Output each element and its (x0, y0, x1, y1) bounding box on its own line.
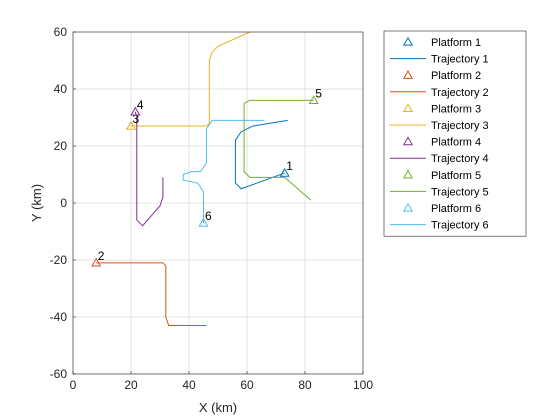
axis-ticks: 0 20 40 60 80 100 -60 -40 -20 0 20 40 60 (50, 25, 374, 392)
trajectory-line (234, 119, 288, 190)
platform-label: 5 (315, 86, 322, 100)
legend-label: Platform 1 (431, 37, 481, 49)
platform-marker (125, 120, 137, 130)
legend-marker (402, 36, 414, 46)
legend-marker (402, 169, 414, 179)
y-axis-title: Y (km) (29, 184, 44, 222)
platform-marker (130, 106, 141, 116)
trajectory-line (182, 119, 265, 223)
y-tick-label: 0 (60, 196, 67, 210)
legend: Platform 1 Trajectory 1 Platform 2 Trajecto… (383, 30, 527, 237)
x-tick-label: 40 (182, 378, 196, 392)
series-layer: 1 2 34 5 6 (91, 31, 322, 327)
legend-label: Platform 4 (431, 137, 481, 149)
trajectory-line (131, 31, 251, 127)
x-tick-label: 60 (240, 378, 254, 392)
trajectory-line (243, 99, 314, 201)
platform-marker (198, 217, 209, 227)
x-tick-label: 100 (353, 378, 373, 392)
platform-label: 2 (98, 249, 105, 263)
legend-marker (402, 103, 414, 113)
x-tick-label: 20 (124, 378, 138, 392)
legend-label: Platform 2 (431, 70, 481, 82)
legend-marker (402, 202, 414, 212)
legend-label: Trajectory 2 (431, 87, 489, 99)
y-tick-label: 40 (54, 82, 68, 96)
legend-label: Trajectory 4 (431, 153, 489, 165)
legend-box (383, 30, 527, 237)
legend-marker (402, 136, 414, 146)
platform-marker (91, 257, 102, 267)
y-tick-label: -60 (50, 367, 68, 381)
trajectory-line (134, 111, 164, 227)
y-tick-label: 60 (54, 25, 68, 39)
legend-label: Trajectory 1 (431, 54, 489, 66)
legend-marker (402, 69, 414, 79)
x-axis-title: X (km) (199, 400, 237, 415)
legend-label: Platform 3 (431, 103, 481, 115)
platform-marker (279, 167, 290, 177)
x-tick-label: 0 (70, 378, 77, 392)
legend-label: Trajectory 3 (431, 120, 489, 132)
trajectory-line (96, 262, 207, 327)
platform-label: 3 (133, 112, 140, 126)
platform-label: 4 (137, 98, 144, 112)
platform-label: 6 (205, 209, 212, 223)
legend-label: Platform 5 (431, 170, 481, 182)
platform-label: 1 (286, 159, 293, 173)
legend-label: Trajectory 5 (431, 186, 489, 198)
y-tick-label: -40 (50, 310, 68, 324)
legend-label: Trajectory 6 (431, 220, 489, 232)
legend-label: Platform 6 (431, 203, 481, 215)
platform-marker (308, 95, 319, 105)
y-tick-label: 20 (54, 139, 68, 153)
x-tick-label: 80 (298, 378, 312, 392)
y-tick-label: -20 (50, 253, 68, 267)
